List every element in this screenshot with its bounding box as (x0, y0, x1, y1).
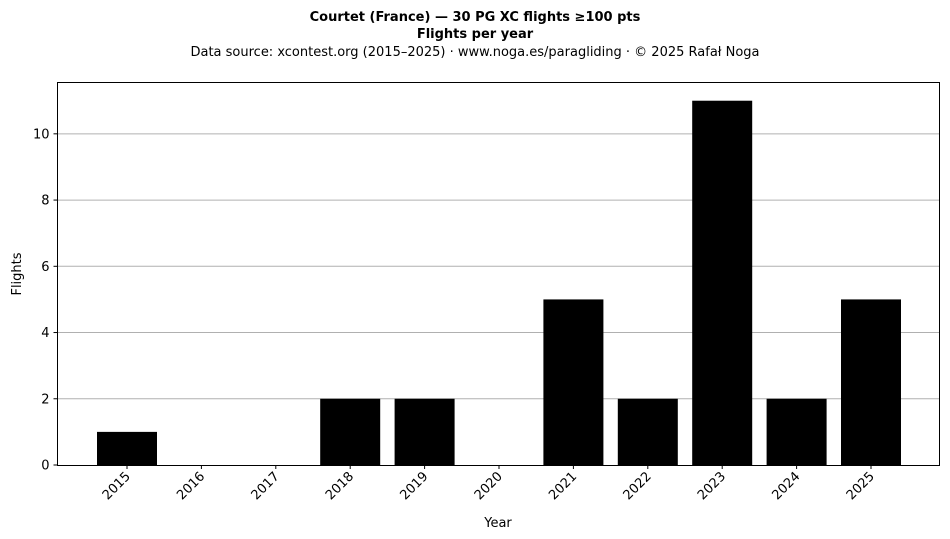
plot-frame (57, 82, 940, 466)
x-tick-label: 2015 (100, 469, 134, 503)
bar-2021 (543, 299, 604, 465)
x-axis-ticks: 2015 2016 2017 2018 2019 2020 2021 2022 2023 2024… (100, 465, 878, 503)
bar-2023 (692, 100, 753, 465)
x-tick-label: 2021 (546, 469, 580, 503)
bar-2025 (841, 299, 901, 465)
y-tick-label: 6 (41, 260, 49, 275)
y-axis-ticks: 0 2 4 6 8 10 (33, 127, 58, 474)
x-tick-label: 2025 (844, 469, 878, 503)
x-axis-label: Year (483, 516, 512, 531)
chart-title: Courtet (France) — 30 PG XC flights ≥100… (310, 10, 641, 25)
y-tick-label: 10 (33, 127, 50, 142)
bar-2022 (617, 398, 678, 465)
x-tick-label: 2022 (621, 469, 655, 503)
y-tick-label: 8 (41, 194, 49, 209)
y-axis-label: Flights (10, 252, 25, 295)
bar-2015 (97, 431, 157, 465)
chart-subtitle: Data source: xcontest.org (2015–2025) · … (190, 45, 759, 60)
x-tick-label: 2016 (174, 469, 208, 503)
x-tick-label: 2023 (695, 469, 729, 503)
x-tick-label: 2017 (249, 469, 283, 503)
y-tick-label: 0 (41, 459, 49, 474)
x-tick-label: 2020 (472, 469, 506, 503)
chart-title-line2: Flights per year (417, 27, 534, 42)
y-tick-label: 2 (41, 392, 49, 407)
bar-2024 (766, 398, 827, 465)
y-tick-label: 4 (41, 326, 49, 341)
x-tick-label: 2018 (323, 469, 357, 503)
bar-2018 (320, 398, 381, 465)
bar-2019 (394, 398, 455, 465)
x-tick-label: 2024 (769, 469, 803, 503)
grid-lines (57, 133, 940, 400)
bars (97, 100, 901, 465)
x-tick-label: 2019 (397, 469, 431, 503)
